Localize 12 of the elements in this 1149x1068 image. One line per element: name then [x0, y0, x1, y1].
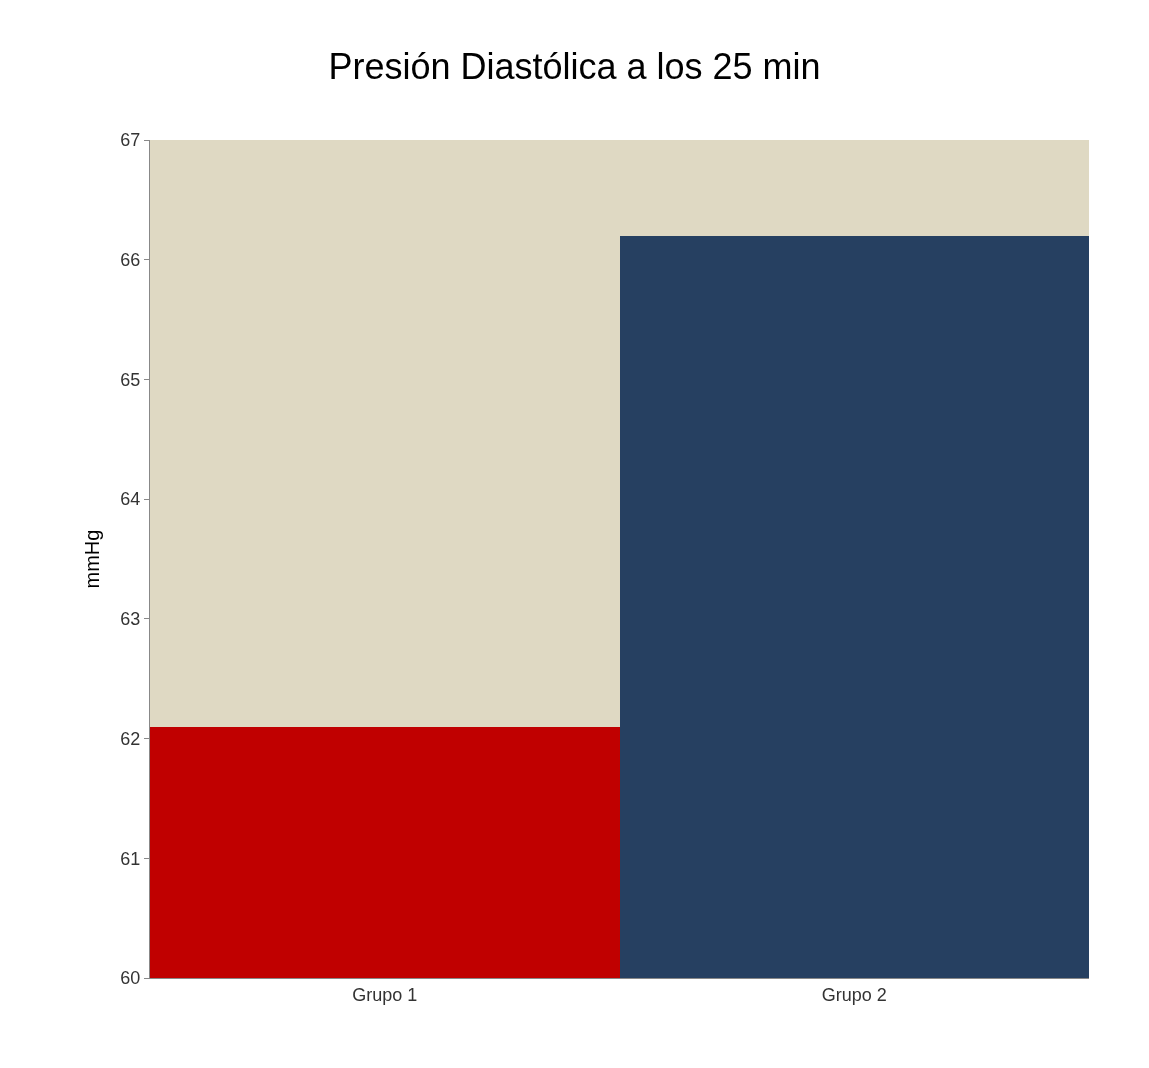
y-tick-label: 67: [120, 130, 141, 151]
chart-title: Presión Diastólica a los 25 min: [328, 45, 821, 87]
y-tick-label: 64: [120, 489, 141, 510]
y-tick-label: 66: [120, 250, 141, 271]
x-tick-label: Grupo 1: [352, 984, 418, 1005]
y-tick-label: 63: [120, 609, 141, 630]
y-tick-label: 62: [120, 728, 141, 749]
y-tick-label: 65: [120, 369, 141, 390]
x-tick-label: Grupo 2: [821, 984, 887, 1005]
y-tick-label: 61: [120, 848, 141, 869]
y-tick-label: 60: [120, 968, 141, 989]
y-axis-title: mmHg: [80, 529, 103, 589]
